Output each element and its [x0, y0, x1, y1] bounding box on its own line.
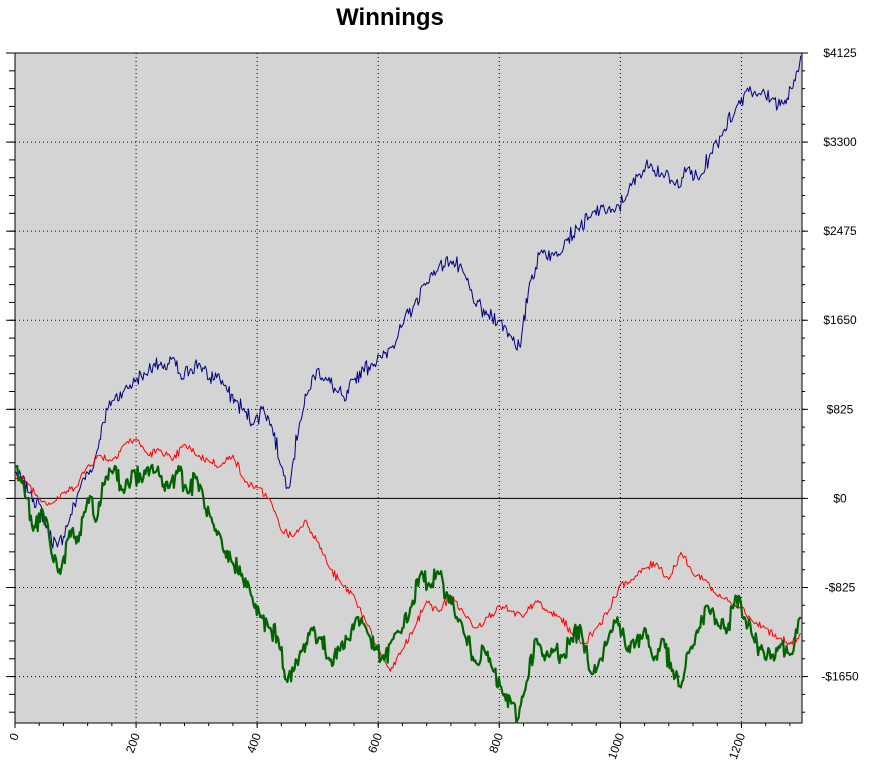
x-tick-label: 200 [123, 731, 143, 755]
y-tick-label: $3300 [823, 135, 857, 149]
axis-ticks [6, 52, 808, 728]
x-tick-label: 1200 [726, 731, 748, 761]
y-tick-label: $4125 [823, 46, 857, 60]
series-line-3 [14, 463, 802, 724]
y-tick-label: -$825 [825, 580, 856, 594]
x-tick-label: 0 [6, 731, 22, 742]
series-line-2 [14, 438, 802, 672]
x-axis-labels: 0 200 400 600 800 1000 1200 [6, 731, 748, 761]
x-tick-label: 400 [244, 731, 264, 755]
plot-border [14, 52, 803, 724]
y-tick-label: $825 [827, 402, 854, 416]
plot-area [15, 53, 802, 723]
y-tick-label: $2475 [823, 224, 857, 238]
x-tick-label: 1000 [605, 731, 627, 761]
series-line-1 [14, 55, 802, 549]
y-tick-label: -$1650 [821, 670, 859, 684]
x-tick-label: 600 [365, 731, 385, 755]
y-axis-labels: -$1650 -$825 $0 $825 $1650 $2475 $3300 $4125 [821, 46, 859, 684]
chart-title: Winnings [336, 4, 444, 31]
series-layer [14, 55, 802, 724]
x-tick-label: 800 [486, 731, 506, 755]
y-tick-label: $1650 [823, 313, 857, 327]
y-tick-label: $0 [833, 491, 847, 505]
